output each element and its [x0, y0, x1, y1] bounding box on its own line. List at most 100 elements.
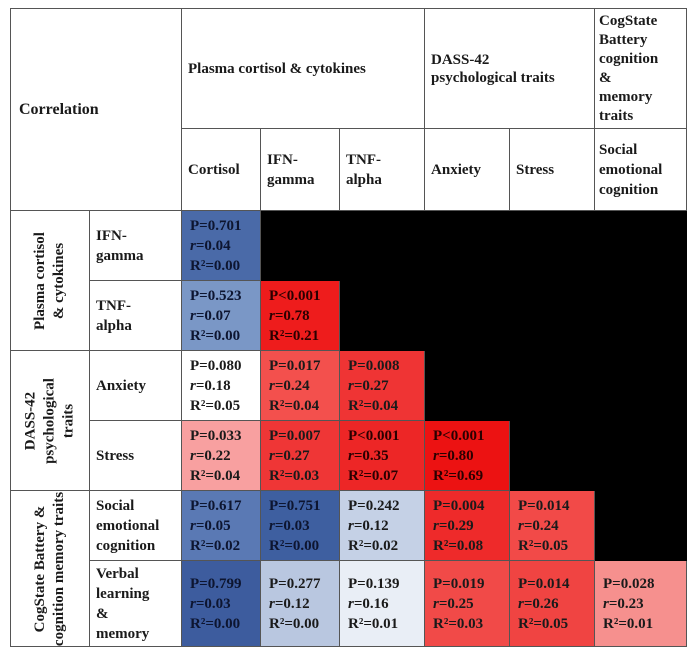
cell-verbal-social: P=0.028 r=0.23 R²=0.01	[594, 560, 688, 647]
r-value: r=0.18	[190, 376, 252, 396]
empty-upper-triangle	[259, 210, 688, 281]
r-symbol: r	[348, 377, 354, 394]
r-number: =0.78	[274, 307, 310, 324]
p-value: P=0.242	[348, 497, 400, 514]
cell-verbal-anxiety: P=0.019 r=0.25 R²=0.03	[424, 560, 511, 647]
cell-social-anxiety: P=0.004 r=0.29 R²=0.08	[424, 490, 511, 561]
r-squared-value: R²=0.00	[269, 614, 331, 634]
r-squared-symbol: R²	[269, 327, 285, 344]
r-number: =0.25	[438, 595, 474, 612]
r-number: =0.27	[353, 377, 389, 394]
cell-social-cortisol: P=0.617 r=0.05 R²=0.02	[181, 490, 261, 561]
r-number: =0.80	[438, 447, 474, 464]
r-squared-number: =0.08	[448, 537, 484, 554]
r-squared-symbol: R²	[433, 615, 449, 632]
col-header-stress: Stress	[509, 128, 596, 211]
row-header-anxiety: Anxiety	[89, 350, 182, 421]
row-header-ifn-gamma: IFN- gamma	[89, 210, 182, 281]
r-squared-symbol: R²	[518, 537, 534, 554]
r-symbol: r	[190, 307, 196, 324]
row-header-social-emotional-cognition: Social emotional cognition	[89, 490, 182, 561]
r-squared-number: =0.01	[618, 615, 654, 632]
r-squared-value: R²=0.01	[348, 614, 416, 634]
r-symbol: r	[190, 595, 196, 612]
r-number: =0.27	[274, 447, 310, 464]
row-group-plasma: Plasma cortisol & cytokines	[10, 210, 90, 351]
p-value: P=0.080	[190, 357, 242, 374]
r-symbol: r	[269, 595, 275, 612]
r-number: =0.12	[274, 595, 310, 612]
r-symbol: r	[518, 517, 524, 534]
r-squared-symbol: R²	[348, 467, 364, 484]
row-group-cogstate-label: CogState Battery & cognition memory trai…	[32, 491, 67, 646]
r-squared-value: R²=0.03	[433, 614, 501, 634]
p-value: P=0.139	[348, 575, 400, 592]
p-value: P=0.014	[518, 575, 570, 592]
r-squared-value: R²=0.21	[269, 326, 331, 346]
cell-social-stress: P=0.014 r=0.24 R²=0.05	[509, 490, 596, 561]
empty-upper-triangle	[338, 280, 688, 351]
r-squared-symbol: R²	[269, 467, 285, 484]
p-value: P=0.007	[269, 427, 321, 444]
r-squared-value: R²=0.08	[433, 536, 501, 556]
r-squared-symbol: R²	[190, 397, 206, 414]
r-squared-value: R²=0.03	[269, 466, 331, 486]
r-number: =0.22	[195, 447, 231, 464]
empty-upper-triangle	[424, 350, 688, 421]
r-value: r=0.24	[269, 376, 331, 396]
row-group-cogstate: CogState Battery & cognition memory trai…	[10, 490, 90, 647]
r-squared-number: =0.04	[363, 397, 399, 414]
r-squared-symbol: R²	[190, 327, 206, 344]
p-value: P=0.017	[269, 357, 321, 374]
group-header-cogstate: CogState Battery cognition & memory trai…	[594, 8, 688, 129]
r-squared-symbol: R²	[269, 615, 285, 632]
r-squared-symbol: R²	[190, 615, 206, 632]
r-squared-symbol: R²	[348, 615, 364, 632]
r-symbol: r	[348, 595, 354, 612]
r-squared-number: =0.00	[205, 327, 241, 344]
r-squared-symbol: R²	[269, 397, 285, 414]
r-squared-number: =0.03	[448, 615, 484, 632]
r-squared-value: R²=0.02	[348, 536, 416, 556]
group-header-dass: DASS-42 psychological traits	[424, 8, 596, 129]
correlation-table: Correlation Plasma cortisol & cytokines …	[10, 8, 688, 647]
r-squared-value: R²=0.04	[190, 466, 252, 486]
r-value: r=0.35	[348, 446, 416, 466]
r-value: r=0.07	[190, 306, 252, 326]
r-symbol: r	[603, 595, 609, 612]
col-header-cortisol: Cortisol	[181, 128, 261, 211]
r-squared-number: =0.03	[284, 467, 320, 484]
cell-stress-cortisol: P=0.033 r=0.22 R²=0.04	[181, 420, 261, 491]
r-squared-number: =0.69	[448, 467, 484, 484]
r-value: r=0.29	[433, 516, 501, 536]
r-symbol: r	[269, 377, 275, 394]
r-value: r=0.22	[190, 446, 252, 466]
cell-anxiety-cortisol: P=0.080 r=0.18 R²=0.05	[181, 350, 261, 421]
r-value: r=0.12	[348, 516, 416, 536]
p-value: P=0.028	[603, 575, 655, 592]
r-value: r=0.25	[433, 594, 501, 614]
r-squared-symbol: R²	[348, 537, 364, 554]
r-squared-value: R²=0.00	[190, 326, 252, 346]
r-value: r=0.16	[348, 594, 416, 614]
cell-stress-tnf: P<0.001 r=0.35 R²=0.07	[338, 420, 426, 491]
r-squared-number: =0.00	[205, 615, 241, 632]
r-squared-number: =0.21	[284, 327, 320, 344]
cell-verbal-ifn: P=0.277 r=0.12 R²=0.00	[260, 560, 340, 647]
col-header-tnf-alpha: TNF- alpha	[338, 128, 426, 211]
r-value: r=0.27	[348, 376, 416, 396]
r-number: =0.07	[195, 307, 231, 324]
p-value: P=0.799	[190, 575, 242, 592]
r-symbol: r	[190, 377, 196, 394]
r-number: =0.12	[353, 517, 389, 534]
r-squared-number: =0.05	[205, 397, 241, 414]
r-number: =0.35	[353, 447, 389, 464]
r-squared-number: =0.02	[205, 537, 241, 554]
cell-stress-ifn: P=0.007 r=0.27 R²=0.03	[260, 420, 340, 491]
r-symbol: r	[190, 237, 196, 254]
r-value: r=0.05	[190, 516, 252, 536]
r-squared-number: =0.07	[363, 467, 399, 484]
r-squared-number: =0.01	[363, 615, 399, 632]
r-squared-number: =0.05	[533, 615, 569, 632]
cell-tnf-ifn: P<0.001 r=0.78 R²=0.21	[260, 280, 340, 351]
